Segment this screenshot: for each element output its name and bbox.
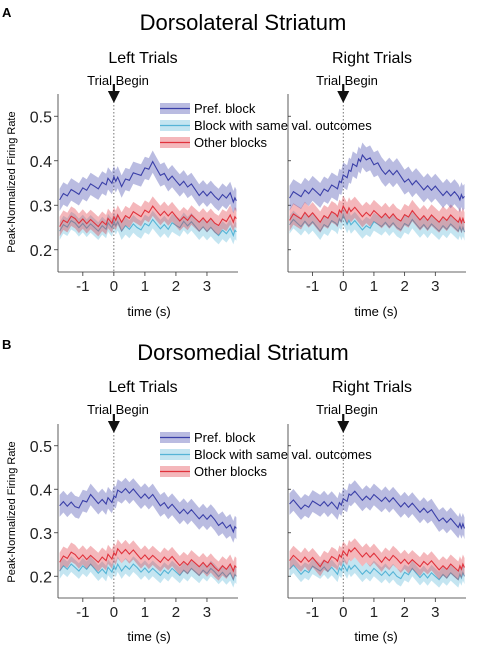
- panel-b-left-event-label: Trial Begin: [87, 402, 149, 417]
- y-tick-label: 0.2: [30, 569, 52, 586]
- error-band-same: [59, 210, 237, 245]
- series-line-other: [289, 204, 466, 225]
- plots-layer: 0.2 0.3 0.4 0.5 -1 0 1 2 3 -1 0 1 2 3 0.2 0.3 0.4 0.5 -1 0 1…: [30, 84, 466, 621]
- panel-a-ylabel: Peak-Normalized Firing Rate: [6, 111, 18, 252]
- x-tick-label: 0: [110, 278, 118, 295]
- series-line-pref: [59, 487, 237, 534]
- event-arrow-head: [107, 421, 120, 433]
- legend-label-pref: Pref. block: [194, 101, 256, 116]
- error-band-other: [59, 196, 237, 237]
- legend-label-other: Other blocks: [194, 135, 267, 150]
- panel-a-right-event-label: Trial Begin: [316, 73, 378, 88]
- panel-a-left-event-label: Trial Begin: [87, 73, 149, 88]
- series-line-same: [59, 218, 237, 238]
- error-band-other: [59, 539, 237, 581]
- x-tick-label: 1: [370, 278, 378, 295]
- series-line-same: [289, 213, 466, 234]
- error-band-pref: [289, 142, 465, 213]
- x-tick-label: 1: [141, 604, 149, 621]
- panel-b-legend: Pref. block Block with same val. outcome…: [194, 430, 372, 479]
- error-band-pref: [289, 480, 465, 540]
- panel-a-letter: A: [2, 5, 12, 20]
- x-tick-label: 2: [172, 278, 180, 295]
- y-tick-label: 0.3: [30, 198, 52, 215]
- y-tick-label: 0.4: [30, 482, 52, 499]
- x-tick-label: 0: [339, 604, 347, 621]
- x-tick-label: 1: [370, 604, 378, 621]
- x-tick-label: 3: [431, 278, 439, 295]
- series-line-other: [289, 546, 465, 572]
- event-arrow-head: [107, 91, 120, 103]
- y-tick-label: 0.4: [30, 154, 52, 171]
- x-tick-label: 2: [172, 604, 180, 621]
- event-arrow-head: [337, 421, 350, 433]
- series-line-pref: [289, 490, 466, 530]
- x-tick-label: 0: [339, 278, 347, 295]
- x-tick-label: 1: [141, 278, 149, 295]
- series-line-other: [59, 547, 237, 573]
- panel-b-right-event-label: Trial Begin: [316, 402, 378, 417]
- x-tick-label: 3: [431, 604, 439, 621]
- y-tick-label: 0.5: [30, 109, 52, 126]
- panel-a-right-xlabel: time (s): [354, 304, 397, 319]
- legend-label-same: Block with same val. outcomes: [194, 447, 372, 462]
- panel-b-left-xlabel: time (s): [127, 629, 170, 644]
- y-tick-label: 0.2: [30, 243, 52, 260]
- panel-a-legend: Pref. block Block with same val. outcome…: [194, 101, 372, 150]
- x-tick-label: 0: [110, 604, 118, 621]
- series-line-same: [59, 562, 237, 582]
- x-tick-label: 3: [203, 278, 211, 295]
- x-tick-label: -1: [76, 278, 89, 295]
- legend-label-other: Other blocks: [194, 464, 267, 479]
- error-band-pref: [59, 477, 237, 543]
- panel-b-right-xlabel: time (s): [354, 629, 397, 644]
- panel-b-title: Dorsomedial Striatum: [137, 340, 349, 365]
- panel-a-left-subtitle: Left Trials: [108, 50, 177, 67]
- panel-a-title: Dorsolateral Striatum: [140, 10, 347, 35]
- event-arrow-head: [337, 91, 350, 103]
- series-line-pref: [289, 153, 465, 202]
- series-line-same: [289, 562, 466, 581]
- panel-b-letter: B: [2, 337, 11, 352]
- error-band-pref: [59, 150, 237, 214]
- x-tick-label: -1: [306, 278, 319, 295]
- legend-label-pref: Pref. block: [194, 430, 256, 445]
- error-band-other: [289, 538, 465, 581]
- panel-a-left-xlabel: time (s): [127, 304, 170, 319]
- series-line-other: [59, 205, 237, 228]
- x-tick-label: 3: [203, 604, 211, 621]
- x-tick-label: -1: [76, 604, 89, 621]
- panel-a-right-subtitle: Right Trials: [332, 50, 412, 67]
- series-line-pref: [59, 160, 237, 204]
- x-tick-label: -1: [306, 604, 319, 621]
- y-tick-label: 0.5: [30, 439, 52, 456]
- error-band-other: [289, 195, 465, 234]
- y-tick-label: 0.3: [30, 526, 52, 543]
- panel-b-ylabel: Peak-Normalized Firing Rate: [6, 441, 18, 582]
- panel-b-right-subtitle: Right Trials: [332, 379, 412, 396]
- x-tick-label: 2: [400, 604, 408, 621]
- legend-label-same: Block with same val. outcomes: [194, 118, 372, 133]
- x-tick-label: 2: [400, 278, 408, 295]
- panel-b-left-subtitle: Left Trials: [108, 379, 177, 396]
